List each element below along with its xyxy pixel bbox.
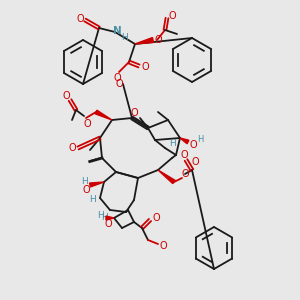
Polygon shape [95,110,112,120]
Text: O: O [141,62,149,72]
Text: O: O [152,213,160,223]
Text: N: N [112,26,122,36]
Text: H: H [121,32,128,41]
Text: O: O [76,14,84,24]
Text: O: O [154,35,162,45]
Text: O: O [113,73,121,83]
Text: O: O [115,79,123,89]
Text: H: H [97,211,104,220]
Text: O: O [68,143,76,153]
Text: H: H [169,140,176,148]
Text: O: O [168,11,176,21]
Polygon shape [158,170,175,184]
Text: H: H [100,214,107,223]
Text: H: H [81,178,87,187]
Polygon shape [106,216,114,220]
Text: O: O [189,140,197,150]
Text: H: H [88,196,95,205]
Text: O: O [104,219,112,229]
Polygon shape [90,182,104,187]
Text: O: O [82,185,90,195]
Text: O: O [130,108,138,118]
Text: H: H [197,136,203,145]
Polygon shape [180,138,189,144]
Text: O: O [191,157,199,167]
Text: O: O [83,119,91,129]
Polygon shape [135,38,154,44]
Text: O: O [62,91,70,101]
Text: O: O [159,241,167,251]
Text: O: O [181,169,189,179]
Text: O: O [180,150,188,160]
